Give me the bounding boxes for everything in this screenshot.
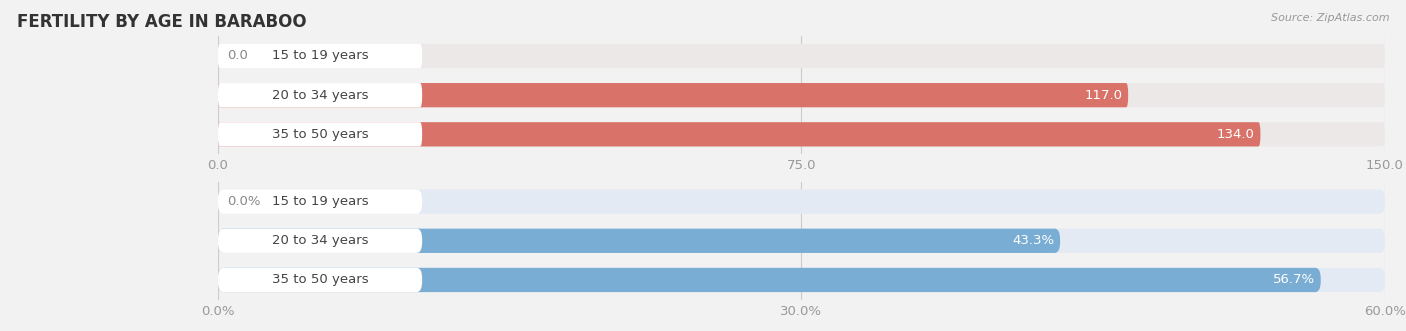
Text: 56.7%: 56.7% [1272, 273, 1315, 286]
Text: 35 to 50 years: 35 to 50 years [271, 273, 368, 286]
FancyBboxPatch shape [218, 229, 1385, 253]
Text: 117.0: 117.0 [1084, 89, 1122, 102]
FancyBboxPatch shape [218, 44, 1385, 68]
Text: 134.0: 134.0 [1216, 128, 1254, 141]
FancyBboxPatch shape [218, 189, 1385, 214]
FancyBboxPatch shape [218, 44, 422, 68]
FancyBboxPatch shape [218, 189, 422, 214]
Text: 20 to 34 years: 20 to 34 years [271, 89, 368, 102]
FancyBboxPatch shape [218, 229, 1060, 253]
Text: FERTILITY BY AGE IN BARABOO: FERTILITY BY AGE IN BARABOO [17, 13, 307, 31]
FancyBboxPatch shape [218, 83, 422, 107]
Text: 15 to 19 years: 15 to 19 years [271, 195, 368, 208]
FancyBboxPatch shape [218, 268, 422, 292]
FancyBboxPatch shape [218, 268, 1320, 292]
FancyBboxPatch shape [218, 268, 1385, 292]
Text: 0.0: 0.0 [228, 50, 247, 63]
Text: 0.0%: 0.0% [228, 195, 260, 208]
Text: 15 to 19 years: 15 to 19 years [271, 50, 368, 63]
FancyBboxPatch shape [218, 83, 1128, 107]
Text: 43.3%: 43.3% [1012, 234, 1054, 247]
FancyBboxPatch shape [218, 122, 1260, 147]
FancyBboxPatch shape [218, 83, 1385, 107]
Text: 35 to 50 years: 35 to 50 years [271, 128, 368, 141]
Text: 20 to 34 years: 20 to 34 years [271, 234, 368, 247]
FancyBboxPatch shape [218, 122, 1385, 147]
FancyBboxPatch shape [218, 122, 422, 147]
FancyBboxPatch shape [218, 229, 422, 253]
Text: Source: ZipAtlas.com: Source: ZipAtlas.com [1271, 13, 1389, 23]
